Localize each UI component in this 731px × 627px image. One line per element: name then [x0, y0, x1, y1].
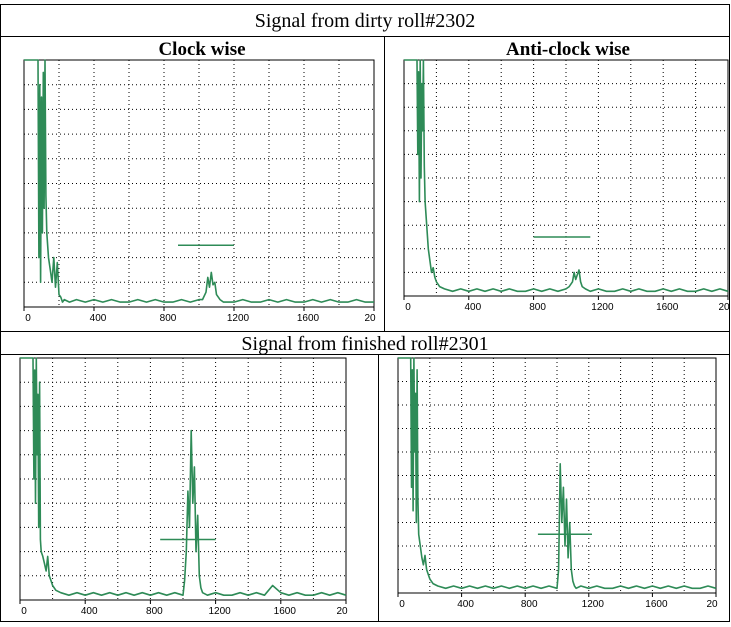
signal-series: [20, 357, 347, 597]
x-tick-label: 400: [464, 302, 481, 313]
x-tick-label: 0: [405, 302, 411, 313]
signal-series: [404, 59, 729, 293]
x-tick-label: 20: [706, 599, 718, 610]
section-title-dirty: Signal from dirty roll#2302: [255, 10, 476, 32]
x-tick-label: 1600: [274, 606, 297, 617]
x-tick-label: 1600: [297, 313, 320, 324]
signal-series: [24, 59, 374, 303]
x-tick-label: 20: [364, 313, 376, 324]
chart-panel-4: 0 400 800 1200 1600 20: [397, 357, 718, 610]
chart-panel-1: 0 400 800 1200 1600 20: [23, 59, 376, 324]
signal-series: [398, 357, 717, 590]
plot-area: [23, 59, 375, 308]
x-tick-label: 1200: [591, 302, 614, 313]
plot-area: [397, 357, 717, 594]
x-tick-label: 1200: [208, 606, 231, 617]
plots-layer: 0 400 800 1200 1600 20 0 400 800 1200 1600 20 0 400 80…: [19, 59, 730, 617]
x-tick-label: 800: [521, 599, 538, 610]
x-tick-label: 0: [399, 599, 405, 610]
x-tick-label: 20: [336, 606, 348, 617]
chart-panel-2: 0 400 800 1200 1600 20: [403, 59, 730, 313]
x-tick-label: 0: [25, 313, 31, 324]
column-header-anticlockwise: Anti-clock wise: [506, 39, 630, 60]
x-tick-label: 800: [529, 302, 546, 313]
x-tick-label: 0: [21, 606, 27, 617]
section-title-finished: Signal from finished roll#2301: [241, 333, 488, 355]
x-tick-label: 20: [718, 302, 730, 313]
x-tick-label: 400: [457, 599, 474, 610]
x-tick-label: 800: [146, 606, 163, 617]
x-tick-label: 1600: [656, 302, 679, 313]
x-tick-label: 1200: [582, 599, 605, 610]
x-tick-label: 400: [90, 313, 107, 324]
table-borders: [0, 4, 730, 622]
chart-panel-3: 0 400 800 1200 1600 20: [19, 357, 348, 617]
x-tick-label: 1200: [227, 313, 250, 324]
x-tick-label: 800: [160, 313, 177, 324]
column-header-clockwise: Clock wise: [158, 39, 245, 60]
outer-border: [0, 4, 730, 622]
x-tick-label: 400: [81, 606, 98, 617]
x-tick-label: 1600: [645, 599, 668, 610]
